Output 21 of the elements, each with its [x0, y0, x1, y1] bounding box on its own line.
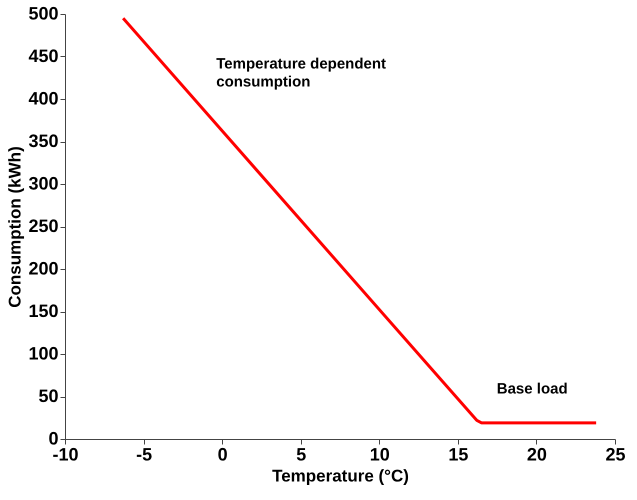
y-tick-label: 150	[28, 301, 58, 321]
y-tick-label: 100	[28, 344, 58, 364]
x-tick-label: -5	[136, 444, 152, 464]
x-tick-label: 15	[448, 444, 468, 464]
y-tick-label: 500	[28, 4, 58, 24]
x-tick-label: 0	[218, 444, 228, 464]
y-tick-label: 250	[28, 216, 58, 236]
annotation: Temperature dependent consumption	[216, 56, 386, 90]
y-tick-label: 50	[38, 386, 58, 406]
annotation: Base load	[496, 380, 568, 398]
x-tick-label: 10	[370, 444, 390, 464]
y-tick-label: 200	[28, 258, 58, 278]
x-tick-label: 25	[605, 444, 626, 464]
y-tick-label: 450	[28, 46, 58, 66]
y-tick-label: 350	[28, 131, 58, 151]
y-tick-label: 400	[28, 88, 58, 108]
x-tick-label: 20	[526, 444, 547, 464]
y-axis-title: Consumption (kWh)	[5, 146, 24, 308]
x-tick-label: 5	[296, 444, 306, 464]
y-tick-label: 300	[28, 174, 58, 194]
x-axis-title: Temperature (°C)	[272, 466, 409, 486]
